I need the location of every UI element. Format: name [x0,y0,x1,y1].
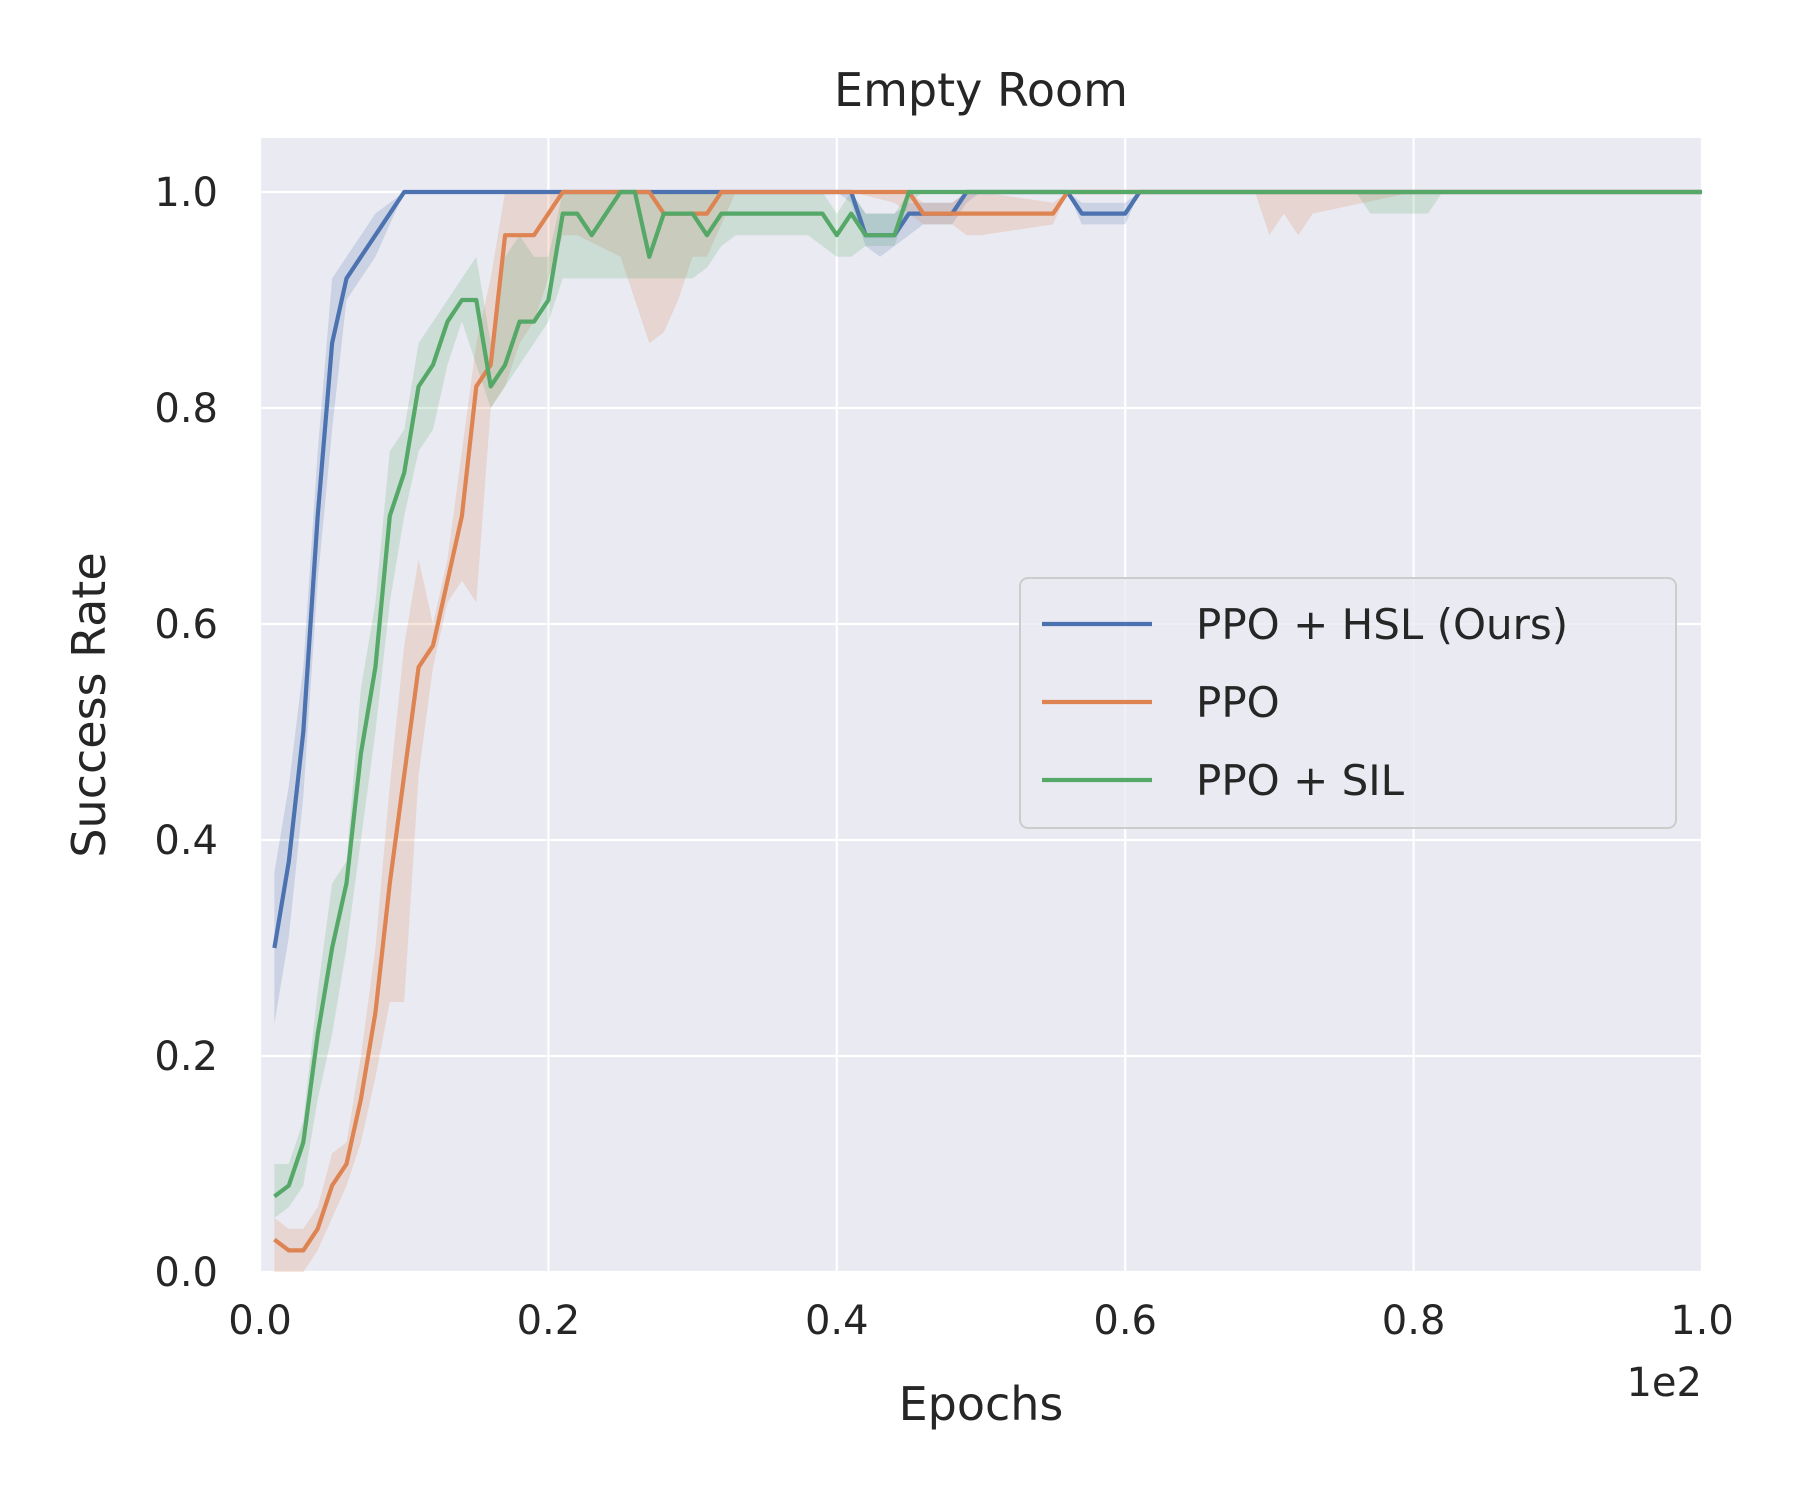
x-tick-label: 0.6 [1093,1298,1157,1344]
x-tick-label: 0.0 [228,1298,292,1344]
y-tick-label: 0.4 [154,818,218,864]
y-tick-label: 1.0 [154,170,218,216]
x-tick-label: 0.8 [1382,1298,1446,1344]
y-tick-label: 0.6 [154,602,218,648]
line-series-1 [272,189,1702,949]
legend-box [1019,577,1677,829]
y-tick-label: 0.8 [154,386,218,432]
series-lines [272,189,1702,1253]
x-axis-offset-text: 1e2 [1626,1360,1702,1406]
y-tick-label: 0.0 [154,1250,218,1296]
legend: PPO + HSL (Ours) PPO PPO + SIL [1019,577,1677,829]
x-tick-label: 0.4 [805,1298,869,1344]
legend-label: PPO + SIL [1196,756,1405,805]
x-axis-label: Epochs [899,1377,1064,1431]
line-series-3 [273,189,1702,1199]
tick-labels: 0.0 0.2 0.4 0.6 0.8 1.0 0.0 0.2 0.4 0.6 0.8 1.0 [154,170,1733,1344]
x-tick-label: 1.0 [1670,1298,1734,1344]
legend-label: PPO + HSL (Ours) [1196,600,1568,649]
y-axis-label: Success Rate [62,552,116,857]
chart-title: Empty Room [834,63,1128,117]
legend-label: PPO [1196,678,1280,727]
y-tick-label: 0.2 [154,1034,218,1080]
x-tick-label: 0.2 [517,1298,581,1344]
